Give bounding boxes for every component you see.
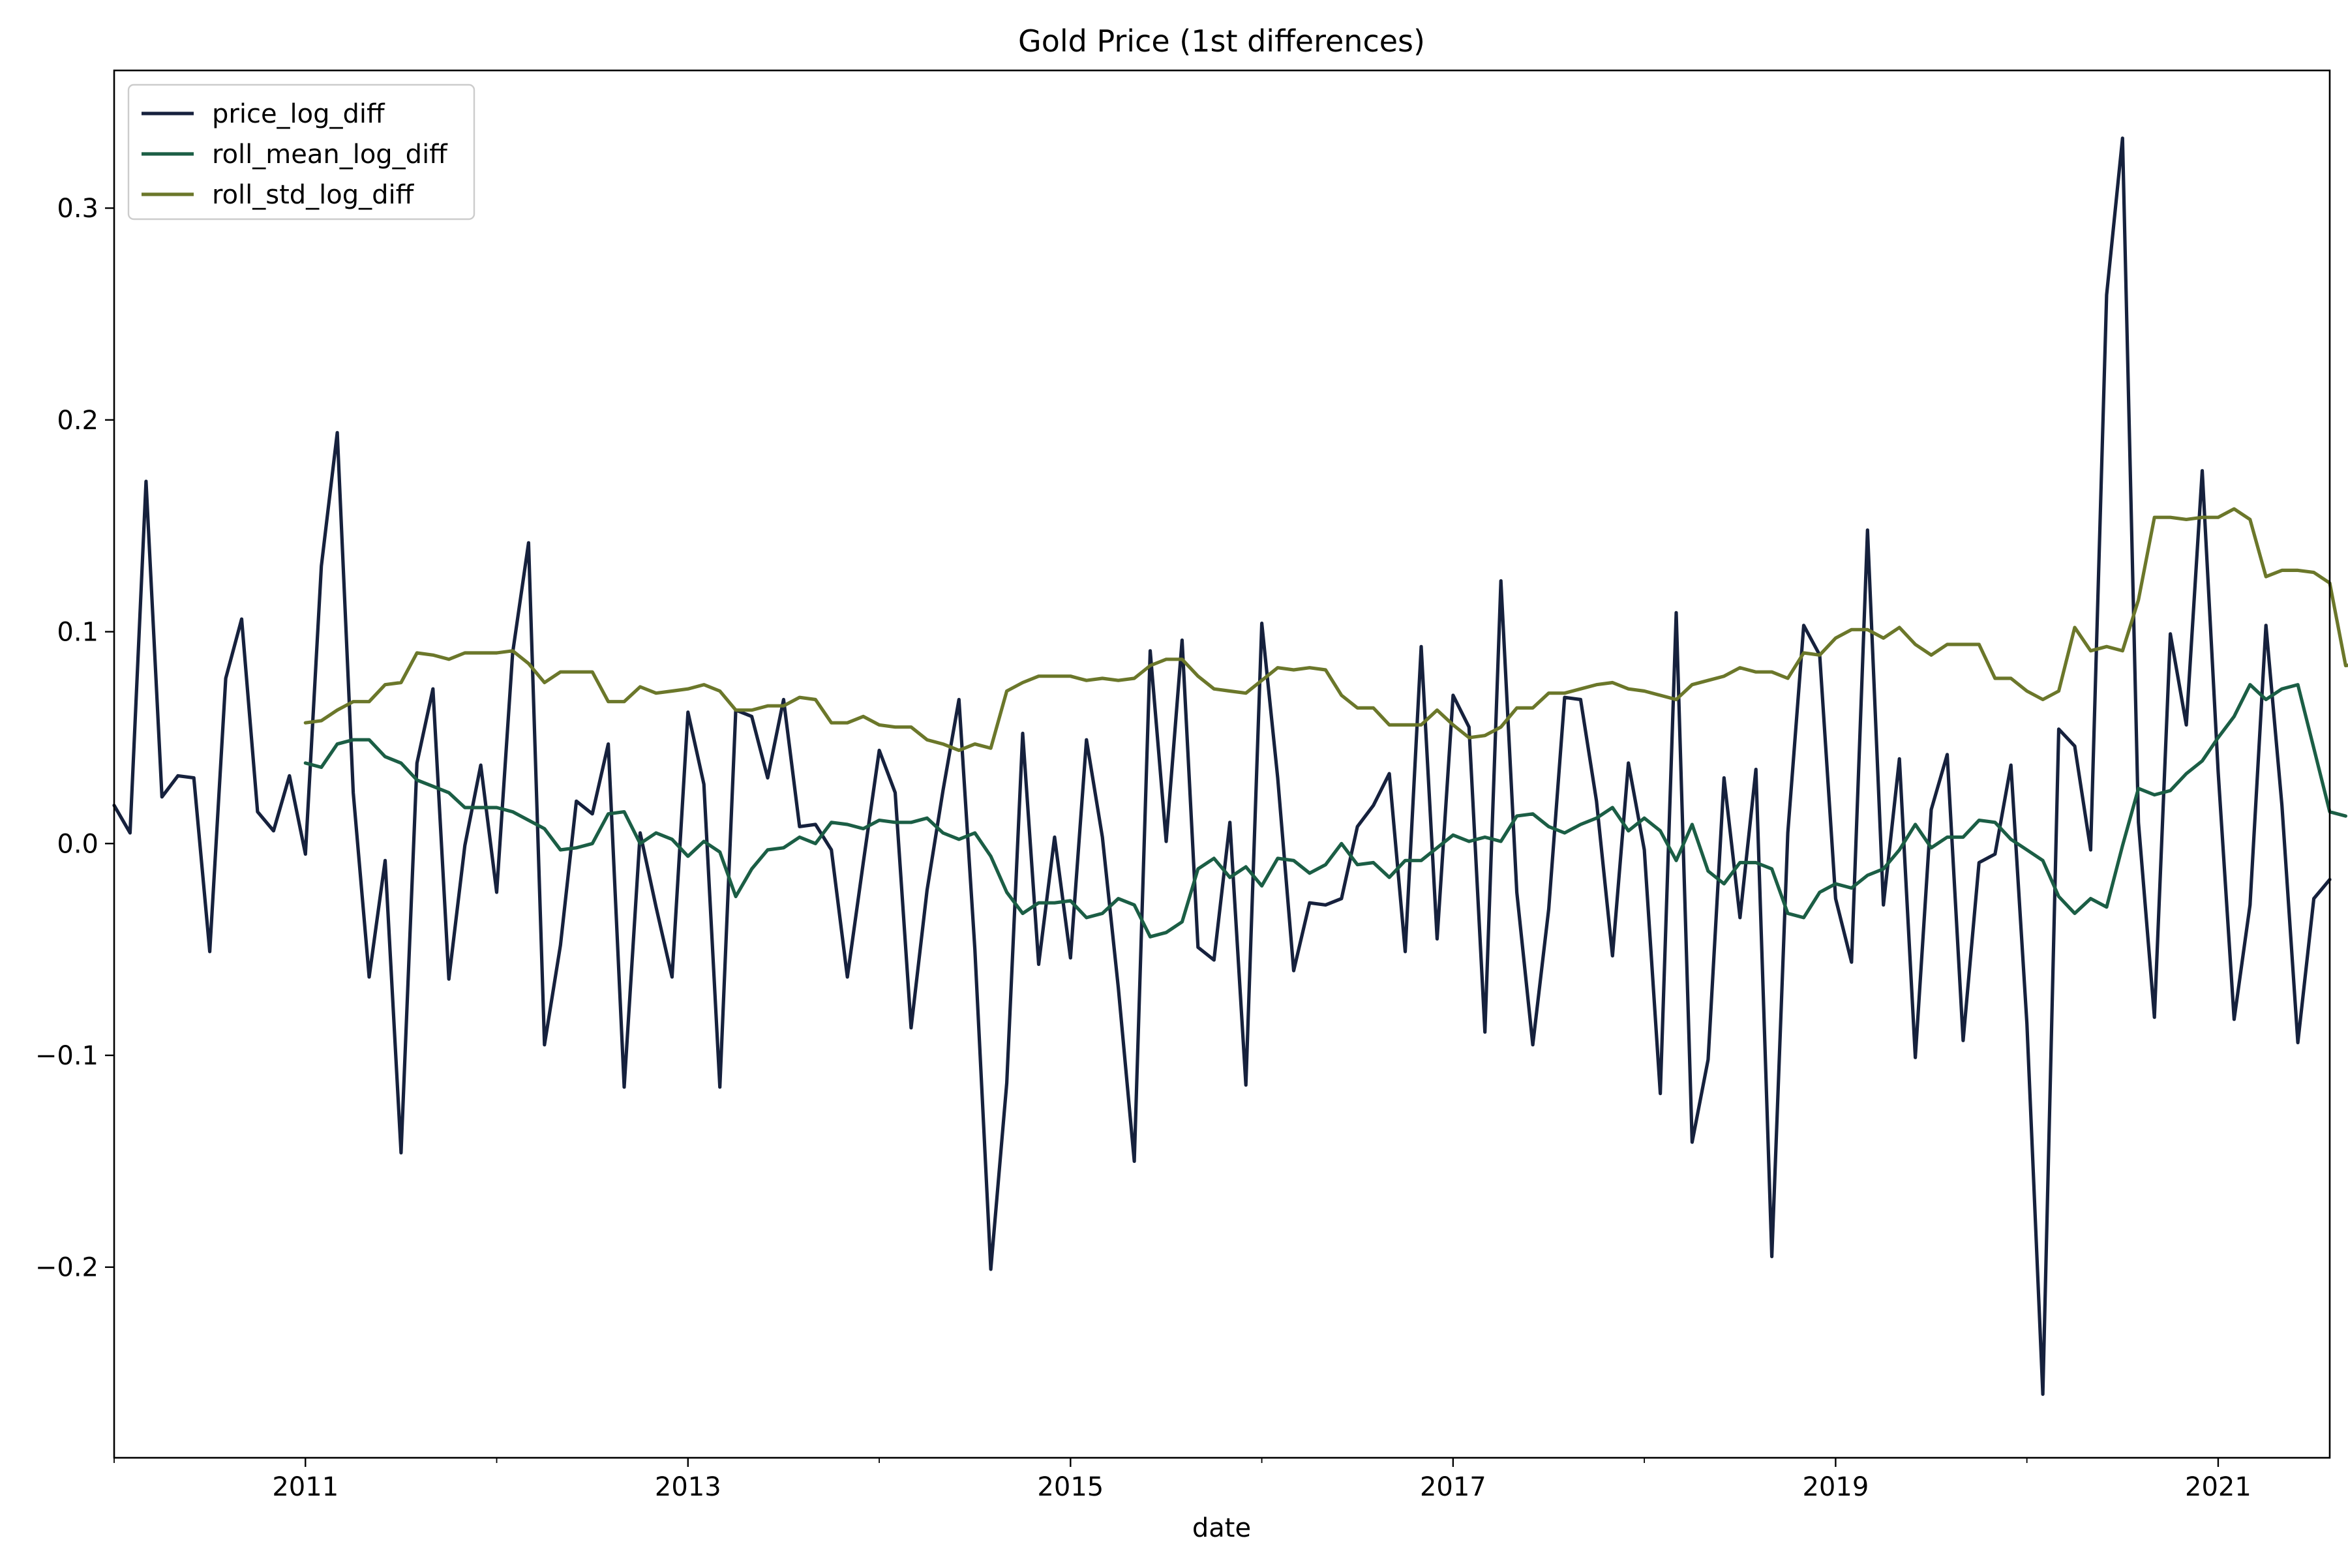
- legend-box: [127, 83, 475, 220]
- y-tick-label: −0.1: [35, 1041, 98, 1071]
- series-line-roll-mean-log-diff: [303, 683, 2347, 939]
- x-tick-label: 2021: [2185, 1472, 2251, 1502]
- legend-label-roll-std-log-diff: roll_std_log_diff: [212, 180, 415, 210]
- plot-frame: [113, 69, 2331, 1459]
- chart-title: Gold Price (1st differences): [1018, 23, 1425, 59]
- axes: −0.2 −0.1 0.0 0.1 0.2 0.3 2011 2013 2015 2017 2019…: [35, 194, 2251, 1502]
- x-tick-label: 2011: [272, 1472, 339, 1502]
- legend-label-price-log-diff: price_log_diff: [212, 99, 385, 129]
- x-tick-label: 2017: [1420, 1472, 1486, 1502]
- x-tick-label: 2013: [655, 1472, 721, 1502]
- series-line-roll-std-log-diff: [303, 507, 2348, 753]
- legend-label-roll-mean-log-diff: roll_mean_log_diff: [212, 140, 448, 170]
- series-line-price-log-diff: [112, 136, 2332, 1396]
- x-axis-label: date: [1192, 1513, 1251, 1543]
- y-tick-label: 0.2: [57, 406, 98, 436]
- x-tick-label: 2015: [1037, 1472, 1104, 1502]
- x-tick-label: 2019: [1802, 1472, 1869, 1502]
- plot-marks: [112, 136, 2348, 1396]
- legend: price_log_diff roll_mean_log_diff roll_std…: [127, 83, 475, 220]
- y-tick-label: 0.1: [57, 618, 98, 648]
- y-tick-label: 0.3: [57, 194, 98, 224]
- y-tick-label: 0.0: [57, 829, 98, 859]
- y-tick-label: −0.2: [35, 1253, 98, 1283]
